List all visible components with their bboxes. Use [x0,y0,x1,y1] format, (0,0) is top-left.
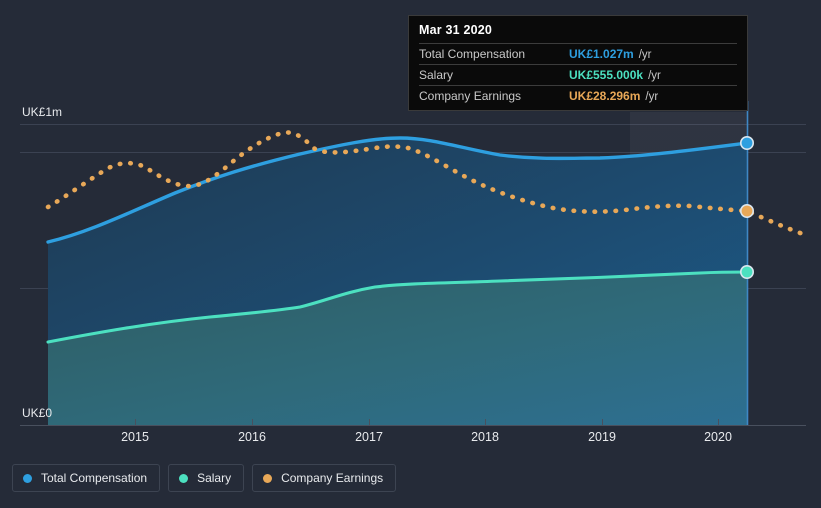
legend-item-company-earnings[interactable]: Company Earnings [252,464,397,492]
x-axis-label-2019: 2019 [588,430,616,444]
x-axis-label-2016: 2016 [238,430,266,444]
legend-dot-icon-company-earnings [263,473,273,483]
legend-dot-icon-total-compensation [23,473,32,483]
x-axis-label-2020: 2020 [704,430,732,444]
tooltip-row-salary: Salary UK£555.000k /yr [419,64,737,85]
legend-item-total-compensation[interactable]: Total Compensation [12,464,161,492]
series-line-salary [46,270,749,344]
chart-tooltip: Mar 31 2020 Total Compensation UK£1.027m… [408,15,748,111]
tooltip-value-salary: UK£555.000k [569,68,644,82]
tooltip-row-total-compensation: Total Compensation UK£1.027m /yr [419,43,737,64]
tooltip-value-company-earnings: UK£28.296m [569,89,641,103]
tooltip-unit-company-earnings: /yr [645,91,659,103]
series-line-total-compensation [46,136,749,244]
tooltip-row-company-earnings: Company Earnings UK£28.296m /yr [419,85,737,106]
marker-total-compensation[interactable] [739,136,754,151]
legend-item-salary[interactable]: Salary [168,464,245,492]
tooltip-unit-salary: /yr [648,70,661,82]
marker-salary[interactable] [739,264,754,279]
tooltip-label-total-compensation: Total Compensation [419,47,526,61]
tooltip-unit-total-compensation: /yr [638,49,652,61]
x-axis-label-2018: 2018 [471,430,499,444]
legend-label-company-earnings: Company Earnings [281,471,384,485]
legend-label-total-compensation: Total Compensation [41,471,148,485]
tooltip-value-total-compensation: UK£1.027m [569,47,634,61]
legend-dot-icon-salary [179,473,189,483]
chart-legend: Total Compensation Salary Company Earnin… [12,464,397,492]
y-axis-label-bottom: UK£0 [22,406,53,420]
series-line-company-earnings [45,130,806,237]
x-tick-marks [135,419,719,425]
legend-label-salary: Salary [197,471,232,485]
tooltip-label-company-earnings: Company Earnings [419,89,522,103]
x-axis-label-2015: 2015 [121,430,149,444]
tooltip-title: Mar 31 2020 [419,23,493,37]
tooltip-label-salary: Salary [419,68,454,82]
y-axis-label-top: UK£1m [22,105,63,119]
x-axis-label-2017: 2017 [355,430,383,444]
marker-company-earnings[interactable] [739,204,754,219]
series-area-salary [48,272,747,425]
